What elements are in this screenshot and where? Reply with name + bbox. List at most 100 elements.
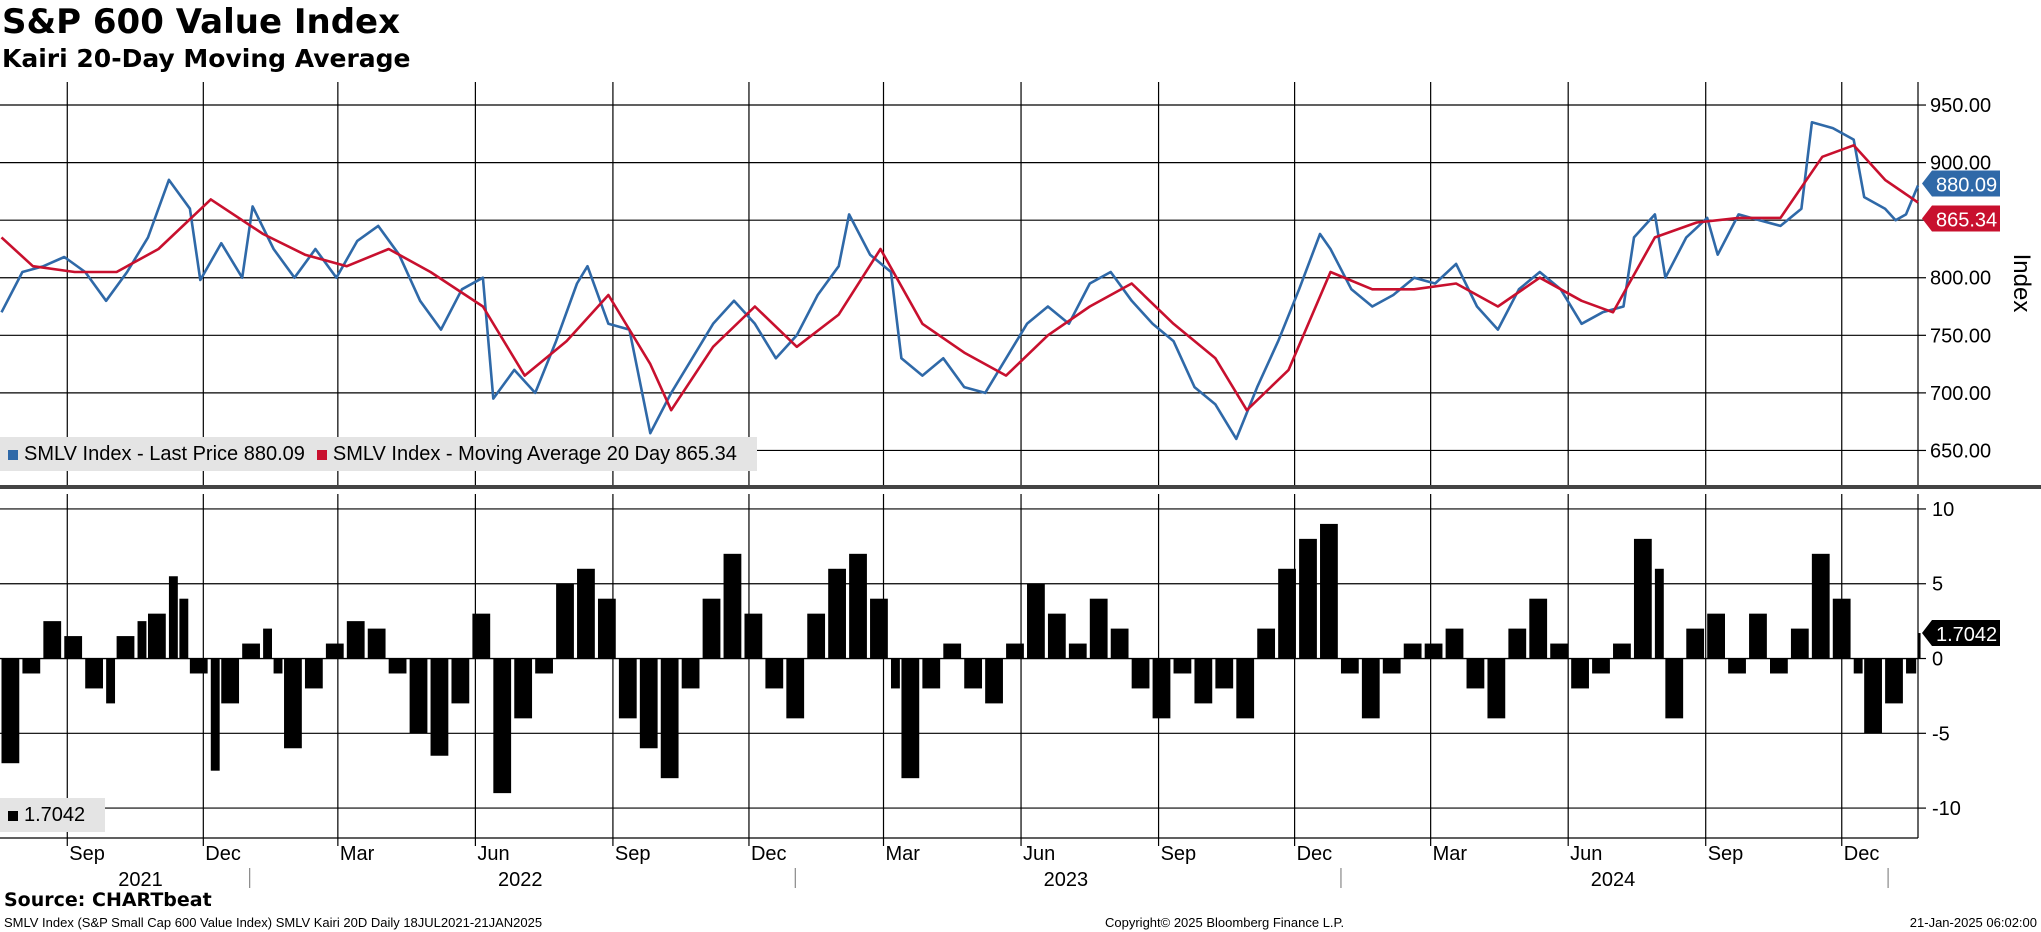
- kairi-bar: [1654, 568, 1664, 659]
- kairi-bar: [1885, 658, 1903, 704]
- kairi-bar: [1194, 658, 1213, 704]
- kairi-bar: [1131, 658, 1150, 689]
- kairi-bar: [577, 568, 595, 659]
- kairi-bar: [618, 658, 637, 719]
- kairi-bar: [1110, 628, 1129, 659]
- kairi-bar: [1906, 658, 1917, 674]
- kairi-bar: [1592, 658, 1610, 674]
- kairi-bar: [1278, 568, 1296, 659]
- kairi-bar: [325, 643, 344, 659]
- top-y-tick-label: 700.00: [1930, 383, 1991, 405]
- kairi-bar: [85, 658, 104, 689]
- kairi-last-tag: [1922, 620, 2000, 647]
- kairi-bar: [284, 658, 302, 749]
- kairi-bar: [1215, 658, 1234, 689]
- kairi-bar: [1613, 643, 1631, 659]
- kairi-bar: [1006, 643, 1024, 659]
- top-y-tick-label: 950.00: [1930, 95, 1991, 117]
- legend-label-kairi: 1.7042: [24, 804, 86, 826]
- kairi-bar: [786, 658, 805, 719]
- top-panel-legend: SMLV Index - Last Price 880.09 SMLV Index…: [0, 437, 757, 471]
- kairi-bar: [922, 658, 941, 689]
- kairi-bar: [765, 658, 784, 689]
- kairi-bar: [1790, 628, 1809, 659]
- x-month-label: Dec: [1297, 843, 1333, 865]
- kairi-bar: [451, 658, 470, 704]
- moving-average-swatch: [316, 449, 327, 460]
- kairi-bar: [535, 658, 553, 674]
- kairi-bar: [1320, 523, 1338, 659]
- kairi-bar: [1403, 643, 1422, 659]
- kairi-bar: [263, 628, 273, 659]
- top-y-tick-label: 650.00: [1930, 440, 1991, 462]
- kairi-bar: [1047, 613, 1066, 659]
- kairi-bar: [514, 658, 533, 719]
- x-year-label: 2022: [498, 869, 543, 891]
- kairi-bar: [409, 658, 428, 734]
- kairi-bar: [702, 598, 721, 659]
- moving-average-line: [0, 144, 1919, 412]
- kairi-bar: [849, 553, 867, 659]
- footer-copyright: Copyright© 2025 Bloomberg Finance L.P.: [1105, 915, 1345, 930]
- kairi-bar: [1686, 628, 1705, 659]
- kairi-bar: [1173, 658, 1192, 674]
- footer-timestamp: 21-Jan-2025 06:02:00: [1909, 915, 2037, 930]
- kairi-bar: [1707, 613, 1726, 659]
- kairi-bar: [1487, 658, 1506, 719]
- kairi-bar: [346, 621, 365, 659]
- kairi-bar: [639, 658, 658, 749]
- kairi-bar: [388, 658, 407, 674]
- kairi-bar: [681, 658, 700, 689]
- kairi-bar: [116, 636, 135, 659]
- chart-title: S&P 600 Value Index: [2, 2, 401, 42]
- kairi-bar: [242, 643, 260, 659]
- footer-description: SMLV Index (S&P Small Cap 600 Value Inde…: [4, 915, 543, 930]
- kairi-bar: [210, 658, 220, 771]
- x-month-label: Mar: [886, 843, 921, 865]
- kairi-bar: [304, 658, 323, 689]
- kairi-bar: [943, 643, 962, 659]
- bottom-y-tick-label: 5: [1932, 574, 1943, 596]
- kairi-bar: [1257, 628, 1276, 659]
- kairi-bar: [1027, 583, 1045, 659]
- kairi-bar: [1832, 598, 1851, 659]
- kairi-bar: [1382, 658, 1401, 674]
- chart-subtitle: Kairi 20-Day Moving Average: [2, 44, 411, 73]
- kairi-bar: [106, 658, 116, 704]
- x-month-label: Jun: [1023, 843, 1055, 865]
- x-month-label: Mar: [340, 843, 375, 865]
- x-month-label: Sep: [1708, 843, 1744, 865]
- kairi-bar: [1068, 643, 1087, 659]
- kairi-bar: [1152, 658, 1171, 719]
- bottom-y-tick-label: -10: [1932, 798, 1961, 820]
- legend-item-last-price: SMLV Index - Last Price 880.09: [8, 443, 305, 465]
- top-y-tick-label: 900.00: [1930, 153, 1991, 175]
- kairi-bar: [43, 621, 62, 659]
- kairi-bar: [273, 658, 283, 674]
- kairi-bar: [660, 658, 679, 779]
- kairi-bar: [870, 598, 888, 659]
- kairi-bar: [1853, 658, 1863, 674]
- kairi-bar: [964, 658, 983, 689]
- kairi-bar: [221, 658, 240, 704]
- kairi-bar: [1236, 658, 1255, 719]
- kairi-bar: [1633, 538, 1652, 659]
- x-month-label: Dec: [751, 843, 787, 865]
- kairi-bar: [807, 613, 826, 659]
- x-month-label: Jun: [1570, 843, 1602, 865]
- kairi-bar: [1089, 598, 1108, 659]
- kairi-bar: [493, 658, 512, 794]
- top-y-tick-label: 750.00: [1930, 325, 1991, 347]
- kairi-bar: [1665, 658, 1684, 719]
- kairi-bar: [556, 583, 574, 659]
- kairi-bar: [189, 658, 208, 674]
- kairi-bar: [1361, 658, 1380, 719]
- kairi-bar: [1508, 628, 1527, 659]
- x-month-label: Mar: [1433, 843, 1468, 865]
- kairi-bar: [1466, 658, 1485, 689]
- kairi-bar: [1340, 658, 1359, 674]
- kairi-bar: [723, 553, 742, 659]
- kairi-bar: [1864, 658, 1882, 734]
- last-price-last-tag-label: 880.09: [1936, 175, 1997, 197]
